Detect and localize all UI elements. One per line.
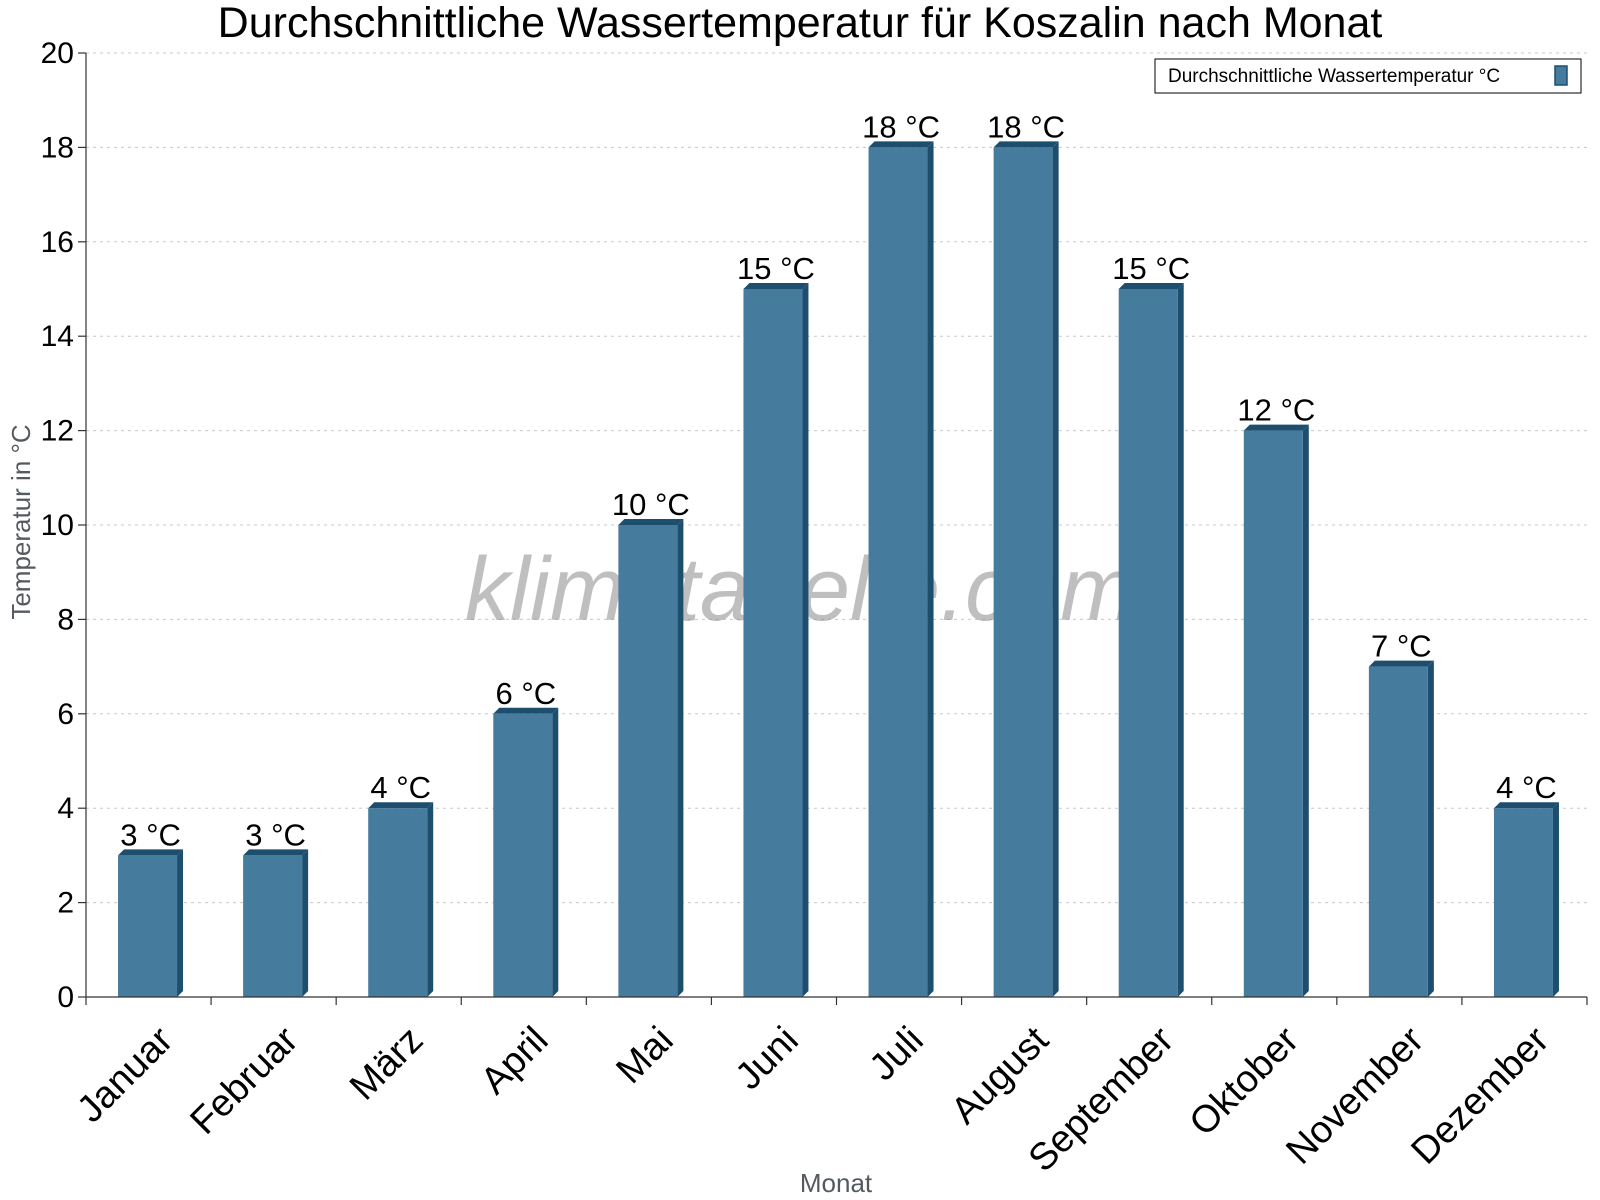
bar-top	[1493, 802, 1559, 809]
bar-side	[1427, 660, 1434, 997]
data-label: 4 °C	[370, 770, 431, 805]
bar-side	[802, 283, 809, 997]
bar-front	[993, 147, 1053, 997]
bar-side	[927, 141, 934, 997]
data-label: 3 °C	[245, 817, 306, 852]
data-label: 18 °C	[862, 109, 940, 144]
bar-top	[1243, 424, 1309, 431]
bar-front	[243, 855, 303, 997]
data-label: 3 °C	[120, 817, 181, 852]
x-tick-label: Mai	[609, 1019, 682, 1092]
data-label: 10 °C	[612, 487, 690, 522]
x-tick-label: Januar	[69, 1019, 181, 1131]
bar-front	[1368, 666, 1428, 997]
bar	[118, 849, 184, 997]
bar-top	[993, 141, 1059, 148]
bar-top	[493, 707, 559, 714]
data-label: 4 °C	[1496, 770, 1557, 805]
y-axis-label: Temperatur in °C	[6, 424, 36, 619]
legend-swatch	[1554, 65, 1568, 86]
y-tick-label: 20	[41, 37, 74, 70]
bar	[1368, 660, 1434, 997]
bar	[1243, 424, 1309, 998]
x-tick-label: Februar	[183, 1019, 307, 1143]
y-tick-label: 0	[57, 981, 74, 1014]
grid-lines	[86, 52, 1587, 904]
bar-front	[1118, 289, 1178, 997]
x-tick-label: August	[943, 1019, 1057, 1133]
y-tick-label: 16	[41, 226, 74, 259]
bar-top	[243, 849, 309, 856]
chart-title: Durchschnittliche Wassertemperatur für K…	[218, 0, 1383, 47]
data-label: 18 °C	[987, 109, 1065, 144]
bar-side	[1177, 283, 1184, 997]
bar-side	[1052, 141, 1059, 997]
data-label: 12 °C	[1237, 393, 1315, 428]
x-tick-label: Oktober	[1182, 1019, 1308, 1145]
y-tick-label: 18	[41, 131, 74, 164]
x-tick-label: Dezember	[1404, 1019, 1558, 1173]
bar	[1493, 802, 1559, 997]
y-tick-label: 2	[57, 887, 74, 920]
bar	[368, 802, 434, 997]
bar	[743, 283, 809, 997]
bar-side	[1302, 424, 1309, 998]
bar	[243, 849, 309, 997]
bar-side	[552, 707, 559, 997]
bar-side	[177, 849, 184, 997]
legend: Durchschnittliche Wassertemperatur °C	[1154, 58, 1582, 94]
bar-top	[1368, 660, 1434, 667]
bar-top	[743, 283, 809, 289]
bar	[993, 141, 1059, 997]
bar-side	[302, 849, 309, 997]
bar-front	[868, 147, 928, 997]
y-tick-label: 6	[57, 698, 74, 731]
bar-front	[1493, 808, 1553, 997]
bar-front	[1243, 430, 1303, 998]
bar-side	[427, 802, 434, 997]
x-tick-label: Juni	[728, 1019, 807, 1098]
legend-box	[1154, 58, 1582, 94]
bar-front	[618, 525, 678, 997]
bar-top	[118, 849, 184, 856]
bar-front	[493, 713, 553, 997]
x-tick-label: März	[342, 1019, 431, 1108]
bar-top	[1118, 283, 1184, 289]
y-tick-label: 8	[57, 603, 74, 636]
bars: 3 °C 3 °C 4 °C 6 °C 10 °C 15 °C 18 °C 18 °C 15 °…	[118, 109, 1559, 998]
y-tick-label: 4	[57, 792, 74, 825]
x-tick-label: April	[473, 1019, 556, 1102]
bar	[868, 141, 934, 997]
data-label: 7 °C	[1371, 629, 1432, 664]
y-tick-label: 14	[41, 320, 74, 353]
bar-front	[368, 808, 428, 997]
legend-label: Durchschnittliche Wassertemperatur °C	[1168, 66, 1500, 87]
y-tick-label: 10	[41, 509, 74, 542]
bar-side	[677, 519, 684, 997]
bar	[618, 519, 684, 997]
bar-top	[618, 519, 684, 525]
data-label: 15 °C	[737, 251, 815, 286]
x-tick-label: Juli	[862, 1019, 932, 1089]
bar-front	[743, 289, 803, 997]
y-tick-label: 12	[41, 415, 74, 448]
bar-top	[368, 802, 434, 809]
data-label: 6 °C	[495, 676, 556, 711]
data-label: 15 °C	[1112, 251, 1190, 286]
x-axis-label: Monat	[800, 1168, 873, 1198]
bar-top	[868, 141, 934, 148]
bar	[1118, 283, 1184, 997]
bar	[493, 707, 559, 997]
bar-front	[118, 855, 178, 997]
bar-side	[1552, 802, 1559, 997]
